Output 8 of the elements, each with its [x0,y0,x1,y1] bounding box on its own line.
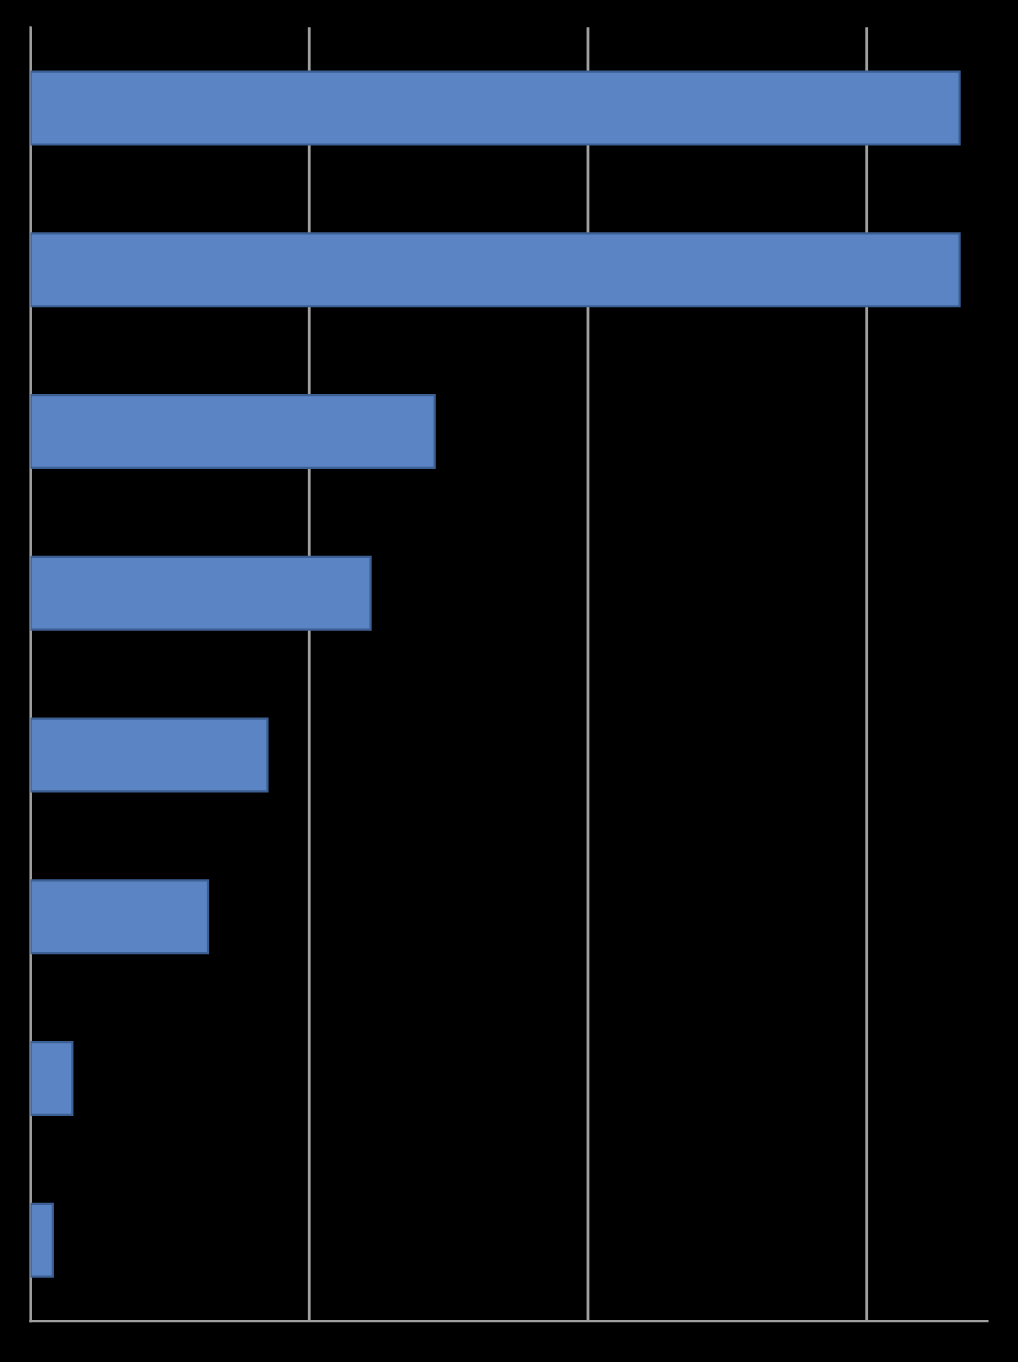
bar [30,70,961,146]
bar [30,555,372,631]
bar [30,394,436,470]
bar [30,1041,74,1117]
bar [30,717,269,793]
bar [30,1202,54,1278]
bar [30,232,961,308]
bar [30,879,210,955]
